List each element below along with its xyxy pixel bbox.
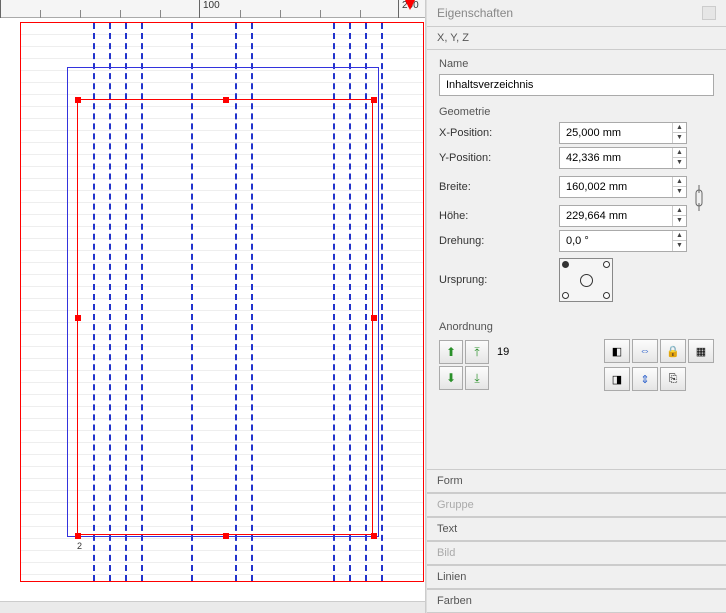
section-header-xyz[interactable]: X, Y, Z [427,26,726,50]
canvas-area: 100 200 300 2 [0,0,426,613]
origin-selector[interactable] [559,258,613,302]
resize-handle[interactable] [75,533,81,539]
resize-handle[interactable] [75,315,81,321]
resize-handle[interactable] [371,533,377,539]
level-number: 19 [491,346,515,358]
distribute-button[interactable]: ◨ [604,367,630,391]
flip-vertical-button[interactable]: ⇔ [632,339,658,363]
origin-label: Ursprung: [439,274,559,286]
selected-text-frame[interactable] [77,99,373,535]
section-header-form[interactable]: Form [427,469,726,493]
spin-up-icon: ▲ [673,123,686,133]
canvas-viewport[interactable]: 2 [0,18,425,601]
align-v-icon: ⇕ [640,373,649,386]
panel-collapse-button[interactable] [702,6,716,20]
arrow-down-icon: ⬇ [446,371,456,385]
spin-down-icon: ▼ [673,133,686,143]
panel-title: Eigenschaften [437,6,513,20]
section-header-gruppe[interactable]: Gruppe [427,493,726,517]
section-header-farben[interactable]: Farben [427,589,726,613]
resize-handle[interactable] [371,315,377,321]
ruler-marker[interactable] [405,0,415,10]
lower-to-bottom-button[interactable]: ⤓ [465,366,489,390]
flip-h-icon: ◧ [612,345,622,358]
arrow-up-icon: ⬆ [446,345,456,359]
flip-horizontal-button[interactable]: ◧ [604,339,630,363]
height-input[interactable]: 229,664 mm▲▼ [559,205,687,227]
section-header-text[interactable]: Text [427,517,726,541]
name-label: Name [439,58,714,70]
frame-icon: ▦ [696,345,706,358]
raise-button[interactable]: ⬆ [439,340,463,364]
width-label: Breite: [439,181,559,193]
lock-icon: 🔒 [666,345,680,358]
group-frame-button[interactable]: ▦ [688,339,714,363]
name-input[interactable] [439,74,714,96]
properties-panel: Eigenschaften X, Y, Z Name Geometrie X-P… [426,0,726,613]
raise-to-top-button[interactable]: ⤒ [465,340,489,364]
ruler-tick-100: 100 [201,0,220,11]
arrange-label: Anordnung [439,321,714,333]
rotation-label: Drehung: [439,235,559,247]
export-icon: ⎘ [669,373,678,386]
distribute-icon: ◨ [612,373,622,386]
send-to-button[interactable]: ⎘ [660,367,686,391]
lock-button[interactable]: 🔒 [660,339,686,363]
resize-handle[interactable] [223,533,229,539]
ruler-horizontal[interactable]: 100 200 300 [0,0,425,18]
x-position-input[interactable]: 25,000 mm▲▼ [559,122,687,144]
link-width-height-icon[interactable] [693,183,705,213]
y-position-label: Y-Position: [439,152,559,164]
resize-handle[interactable] [371,97,377,103]
section-header-linien[interactable]: Linien [427,565,726,589]
y-position-input[interactable]: 42,336 mm▲▼ [559,147,687,169]
flip-v-icon: ⇔ [640,345,651,357]
x-position-label: X-Position: [439,127,559,139]
page-number: 2 [77,541,82,551]
resize-handle[interactable] [75,97,81,103]
resize-handle[interactable] [223,97,229,103]
scrollbar-horizontal[interactable] [0,601,425,613]
geometry-label: Geometrie [439,106,714,118]
section-header-bild[interactable]: Bild [427,541,726,565]
page: 2 [20,22,424,582]
lower-button[interactable]: ⬇ [439,366,463,390]
arrow-up-bar-icon: ⤒ [474,345,479,360]
align-vertical-button[interactable]: ⇕ [632,367,658,391]
height-label: Höhe: [439,210,559,222]
rotation-input[interactable]: 0,0 °▲▼ [559,230,687,252]
workspace: 100 200 300 2 Eigenschaften X, Y, Z Name [0,0,726,613]
width-input[interactable]: 160,002 mm▲▼ [559,176,687,198]
arrow-down-bar-icon: ⤓ [474,371,479,386]
